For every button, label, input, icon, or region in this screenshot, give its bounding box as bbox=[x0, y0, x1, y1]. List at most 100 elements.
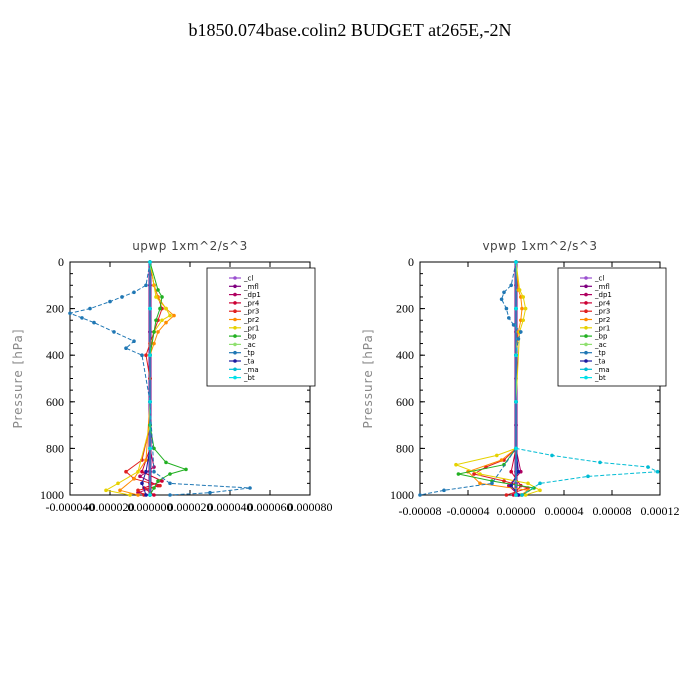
data-point bbox=[507, 316, 511, 320]
y-tick-label: 200 bbox=[396, 302, 414, 316]
legend-marker bbox=[233, 342, 237, 347]
legend-marker bbox=[584, 284, 588, 289]
data-point bbox=[514, 446, 518, 451]
data-point bbox=[490, 481, 494, 486]
data-point bbox=[132, 476, 136, 481]
series-line bbox=[454, 261, 542, 496]
legend-marker bbox=[584, 359, 588, 363]
legend-box bbox=[557, 267, 667, 387]
data-point bbox=[152, 330, 156, 334]
legend-entry: _mfl bbox=[243, 283, 259, 291]
legend-entry: _pr2 bbox=[243, 316, 259, 324]
data-point bbox=[108, 299, 112, 304]
data-point bbox=[116, 481, 120, 486]
legend-entry: _dp1 bbox=[243, 291, 261, 299]
chart-panel-1: upwp 1xm^2/s^3 Pressure [hPa] 0 200 400 600 80… bbox=[11, 239, 333, 514]
data-point bbox=[148, 260, 152, 264]
data-point bbox=[152, 341, 156, 346]
legend-marker bbox=[233, 359, 237, 363]
data-point bbox=[502, 462, 506, 467]
legend-marker bbox=[233, 284, 237, 289]
data-point bbox=[509, 483, 513, 488]
data-point bbox=[442, 488, 446, 493]
data-point bbox=[168, 493, 172, 497]
y-tick-label: 0 bbox=[58, 255, 64, 269]
data-point bbox=[144, 353, 148, 358]
data-point bbox=[160, 318, 164, 323]
legend-entry: _pr4 bbox=[243, 299, 260, 307]
legend-marker bbox=[233, 309, 237, 314]
data-point bbox=[511, 323, 516, 327]
data-point bbox=[646, 465, 650, 469]
legend-entry: _ac bbox=[594, 341, 607, 349]
data-point bbox=[499, 458, 504, 462]
x-tick-label: -0.00008 bbox=[399, 504, 442, 518]
legend-box bbox=[206, 267, 316, 387]
legend-entry: _pr4 bbox=[594, 299, 611, 307]
legend-marker bbox=[584, 292, 588, 297]
data-point bbox=[164, 320, 168, 325]
data-point bbox=[152, 486, 156, 490]
x-tick-label: 0.00000 bbox=[497, 504, 536, 518]
data-point bbox=[120, 295, 124, 299]
data-point bbox=[124, 469, 128, 474]
y-axis-label: Pressure [hPa] bbox=[361, 328, 375, 428]
y-tick-label: 400 bbox=[46, 348, 64, 362]
data-point bbox=[538, 481, 542, 486]
legend-marker bbox=[233, 292, 237, 297]
legend-entry: _bt bbox=[594, 374, 606, 382]
page-title: b1850.074base.colin2 BUDGET at265E,-2N bbox=[188, 20, 512, 40]
data-point bbox=[472, 472, 476, 476]
data-point bbox=[148, 493, 152, 497]
data-point bbox=[140, 481, 144, 486]
legend-entry: _ac bbox=[243, 341, 256, 349]
data-point bbox=[144, 493, 148, 497]
y-tick-label: 800 bbox=[396, 441, 414, 455]
data-point bbox=[499, 297, 504, 302]
legend-marker bbox=[233, 276, 237, 280]
legend-entry: _pr1 bbox=[243, 324, 259, 332]
data-point bbox=[454, 462, 458, 467]
legend-marker bbox=[233, 334, 237, 338]
legend-entry: _tp bbox=[243, 349, 255, 357]
data-point bbox=[152, 469, 156, 474]
data-point bbox=[92, 320, 96, 325]
data-point bbox=[148, 400, 152, 404]
legend-entry: _pr1 bbox=[594, 324, 610, 332]
data-point bbox=[532, 486, 536, 490]
y-tick-label: 400 bbox=[396, 348, 414, 362]
y-tick-label: 600 bbox=[46, 395, 64, 409]
data-point bbox=[132, 339, 136, 344]
data-point bbox=[514, 400, 518, 404]
data-point bbox=[538, 488, 542, 493]
data-point bbox=[118, 488, 122, 493]
legend-marker bbox=[584, 276, 588, 280]
data-point bbox=[586, 474, 590, 479]
x-tick-label: 0.00008 bbox=[593, 504, 632, 518]
legend-entry: _bp bbox=[594, 333, 608, 341]
legend-marker bbox=[584, 375, 588, 380]
data-point bbox=[140, 469, 144, 474]
data-point bbox=[168, 472, 172, 476]
legend-marker bbox=[584, 317, 588, 322]
legend-marker bbox=[584, 350, 588, 355]
data-point bbox=[520, 306, 524, 311]
data-point bbox=[502, 479, 506, 483]
legend-entry: _ta bbox=[243, 358, 255, 366]
data-point bbox=[154, 318, 158, 323]
y-axis-label: Pressure [hPa] bbox=[11, 328, 25, 428]
data-point bbox=[516, 337, 521, 341]
data-point bbox=[158, 483, 162, 488]
x-tick-label: -0.000040 bbox=[46, 500, 95, 514]
x-tick-label: 0.000080 bbox=[288, 500, 333, 514]
x-tick-label: 0.000020 bbox=[168, 500, 213, 514]
series-bt bbox=[514, 260, 518, 497]
y-tick-label: 1000 bbox=[390, 488, 414, 502]
data-point bbox=[509, 283, 513, 288]
data-point bbox=[495, 453, 499, 458]
panel-title: vpwp 1xm^2/s^3 bbox=[482, 239, 597, 253]
data-point bbox=[478, 481, 482, 486]
x-tick-label: 0.000040 bbox=[208, 500, 253, 514]
legend-entry: _pr3 bbox=[594, 308, 610, 316]
